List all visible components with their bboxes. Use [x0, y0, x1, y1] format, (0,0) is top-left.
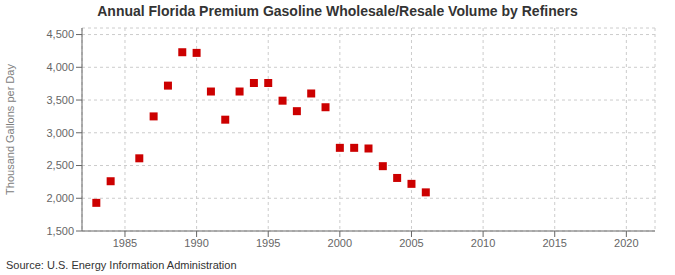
- svg-text:4,500: 4,500: [46, 28, 74, 40]
- svg-text:2015: 2015: [542, 237, 566, 249]
- svg-text:2020: 2020: [614, 237, 638, 249]
- svg-text:2005: 2005: [399, 237, 423, 249]
- svg-text:3,000: 3,000: [46, 127, 74, 139]
- svg-text:1995: 1995: [256, 237, 280, 249]
- svg-text:1985: 1985: [113, 237, 137, 249]
- svg-text:2000: 2000: [328, 237, 352, 249]
- svg-text:3,500: 3,500: [46, 94, 74, 106]
- html-text:Annual Florida Premium Gasolin: Annual Florida Premium Gasoline Wholesal…: [97, 3, 578, 19]
- svg-text:2010: 2010: [471, 237, 495, 249]
- html-text:Source: U.S. Energy Informatio: Source: U.S. Energy Information Administ…: [6, 259, 237, 271]
- svg-text:4,000: 4,000: [46, 61, 74, 73]
- svg-text:2,000: 2,000: [46, 192, 74, 204]
- svg-text:Thousand Gallons per Day: Thousand Gallons per Day: [4, 64, 16, 195]
- svg-text:1,500: 1,500: [46, 225, 74, 237]
- svg-text:1990: 1990: [184, 237, 208, 249]
- svg-text:2,500: 2,500: [46, 159, 74, 171]
